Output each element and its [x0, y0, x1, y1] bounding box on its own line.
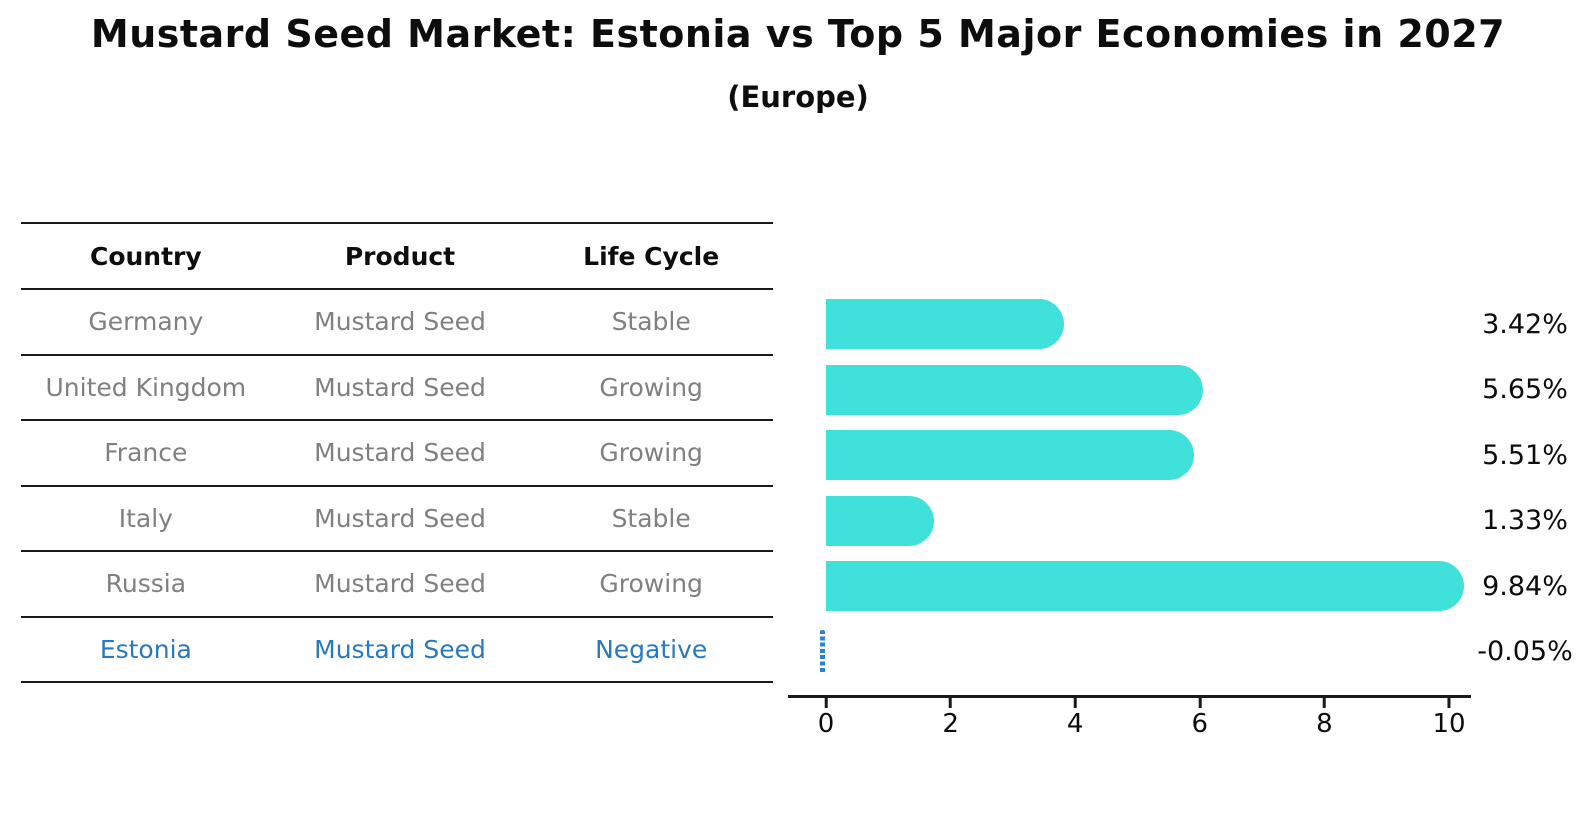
cell-life-cycle: Stable: [611, 307, 691, 337]
country-table: Country Product Life Cycle Germany Musta…: [21, 222, 773, 683]
table-row-united-kingdom: United Kingdom Mustard Seed Growing: [21, 356, 773, 421]
tick-mark: [1073, 698, 1077, 708]
bar-germany: [826, 299, 1065, 349]
bar-italy: [826, 495, 934, 546]
tick-mark: [1198, 698, 1202, 708]
table-row-germany: Germany Mustard Seed Stable: [21, 290, 773, 356]
cell-country: France: [104, 438, 188, 468]
chart-subtitle: (Europe): [727, 80, 869, 114]
tick-label: 2: [942, 709, 959, 739]
cell-product: Mustard Seed: [314, 307, 486, 337]
value-label-france: 5.51%: [1482, 439, 1568, 471]
cell-life-cycle: Stable: [611, 503, 691, 533]
tick-mark: [824, 698, 828, 708]
cell-country: Estonia: [99, 634, 192, 664]
value-label-russia: 9.84%: [1482, 570, 1568, 602]
table-row-estonia: Estonia Mustard Seed Negative: [21, 618, 773, 682]
x-tick-6: 6: [1191, 698, 1209, 739]
cell-country: Germany: [88, 307, 204, 337]
value-label-germany: 3.42%: [1482, 308, 1568, 340]
table-row-italy: Italy Mustard Seed Stable: [21, 487, 773, 552]
value-label-united-kingdom: 5.65%: [1482, 374, 1568, 405]
bar-united-kingdom: [826, 364, 1203, 415]
tick-label: 10: [1432, 709, 1466, 739]
cell-country: Italy: [118, 503, 173, 533]
tick-label: 6: [1191, 709, 1209, 739]
x-axis-line: [788, 695, 1471, 698]
x-tick-8: 8: [1316, 698, 1333, 739]
bar-france: [826, 430, 1195, 480]
value-label-estonia: -0.05%: [1477, 636, 1573, 667]
x-tick-0: 0: [817, 698, 835, 739]
table-row-russia: Russia Mustard Seed Growing: [21, 552, 773, 618]
x-tick-2: 2: [942, 698, 959, 739]
table-header-product: Product: [344, 241, 456, 271]
cell-country: Russia: [105, 569, 187, 599]
tick-label: 4: [1066, 709, 1084, 739]
cell-country: United Kingdom: [45, 372, 247, 402]
cell-product: Mustard Seed: [314, 503, 486, 533]
bar-russia: [826, 561, 1465, 611]
x-tick-4: 4: [1066, 698, 1084, 739]
cell-life-cycle: Growing: [599, 569, 703, 599]
cell-life-cycle: Growing: [599, 372, 703, 402]
cell-product: Mustard Seed: [314, 438, 486, 468]
tick-label: 0: [817, 709, 835, 739]
table-header-life-cycle: Life Cycle: [583, 241, 720, 271]
value-label-italy: 1.33%: [1482, 505, 1568, 536]
cell-product: Mustard Seed: [314, 372, 486, 402]
cell-product: Mustard Seed: [314, 569, 486, 599]
table-row-france: France Mustard Seed Growing: [21, 421, 773, 487]
tick-mark: [949, 698, 953, 708]
bar-estonia-negative-marker: [820, 629, 826, 674]
tick-label: 8: [1316, 709, 1333, 739]
cell-product: Mustard Seed: [314, 634, 486, 664]
table-header-country: Country: [89, 241, 202, 271]
cell-life-cycle: Negative: [595, 634, 708, 664]
tick-mark: [1447, 698, 1451, 708]
x-tick-10: 10: [1432, 698, 1466, 739]
cell-life-cycle: Growing: [599, 438, 703, 468]
tick-mark: [1322, 698, 1326, 708]
chart-title: Mustard Seed Market: Estonia vs Top 5 Ma…: [90, 12, 1506, 56]
table-header-row: Country Product Life Cycle: [21, 224, 773, 290]
